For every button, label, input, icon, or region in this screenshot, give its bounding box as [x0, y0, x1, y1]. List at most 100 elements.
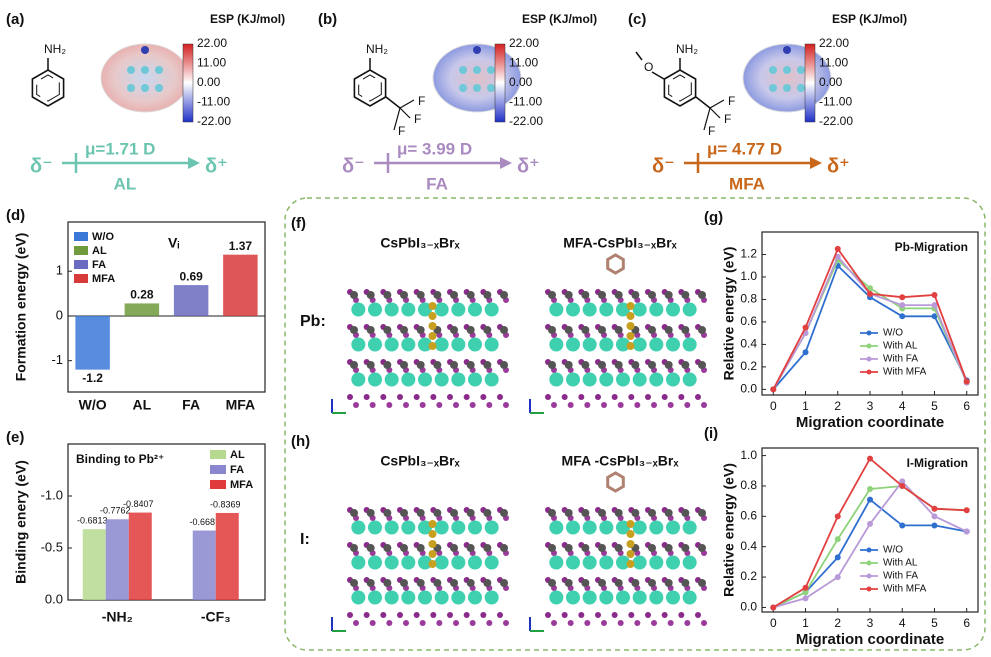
cesium [368, 337, 382, 352]
atom [797, 84, 805, 92]
lead [598, 291, 606, 299]
cesium [682, 520, 697, 535]
lead [466, 326, 475, 334]
legend-marker [866, 586, 872, 592]
iodide [584, 402, 591, 408]
lead [400, 509, 408, 517]
cesium [566, 302, 580, 317]
cesium [468, 590, 482, 605]
colorbar-tick-label: 11.00 [197, 56, 226, 70]
point [899, 522, 906, 529]
cesium [351, 520, 366, 535]
iodide [601, 402, 607, 408]
cesium [616, 372, 630, 387]
iodide [684, 620, 691, 626]
plot-frame [67, 221, 266, 393]
legend-label: AL [92, 245, 107, 257]
point [963, 378, 970, 385]
lead [698, 544, 706, 552]
iodide [386, 620, 393, 626]
lead [631, 579, 640, 587]
point [834, 245, 841, 252]
lead [664, 509, 673, 517]
point [867, 455, 873, 462]
lead [631, 291, 640, 299]
y-tick-label: 0.4 [740, 337, 757, 351]
iodide [651, 620, 657, 626]
point [802, 324, 809, 331]
lead [350, 579, 358, 587]
y-tick-label: -0.5 [41, 539, 63, 554]
benzene-ring [353, 69, 387, 107]
cesium [418, 372, 432, 387]
legend-label: With AL [883, 341, 918, 352]
x-tick-label: 1 [802, 616, 809, 630]
atom [783, 66, 791, 74]
iodide [369, 402, 376, 408]
lead [648, 579, 656, 587]
cesium [682, 590, 697, 605]
iodide [551, 402, 557, 408]
lead [598, 509, 606, 517]
row-label: I: [300, 531, 310, 548]
y-axis-label: Relative energy (eV) [721, 247, 737, 381]
legend-marker [866, 560, 872, 566]
defect-atom [626, 312, 635, 320]
iodide [578, 394, 585, 400]
iodide [567, 620, 574, 626]
atom [141, 84, 149, 92]
lead [548, 579, 556, 587]
iodide [480, 612, 487, 618]
iodide [463, 394, 470, 400]
lead [466, 544, 475, 552]
cesium [649, 337, 664, 352]
atom [459, 66, 467, 74]
point [867, 285, 873, 292]
cesium [666, 520, 680, 535]
iodide [695, 394, 701, 400]
legend-label: With MFA [883, 584, 927, 595]
defect-atom [626, 540, 635, 548]
atom [473, 66, 481, 74]
cesium [401, 372, 416, 387]
lead [416, 509, 425, 517]
bar [173, 285, 209, 316]
lead [564, 579, 573, 587]
lead [400, 291, 408, 299]
lead [366, 509, 375, 517]
panel-label: (b) [318, 11, 337, 28]
panel-label: (h) [291, 433, 310, 450]
series-line [772, 247, 968, 390]
cesium [649, 520, 664, 535]
iodide [403, 620, 409, 626]
lead [681, 326, 690, 334]
cesium [484, 555, 499, 570]
lead [648, 291, 656, 299]
iodide [397, 394, 403, 400]
iodide [419, 402, 426, 408]
cesium [368, 302, 382, 317]
cesium [599, 555, 614, 570]
bar [82, 529, 106, 600]
annotation: Binding to Pb²⁺ [76, 452, 164, 466]
cesium [434, 302, 449, 317]
lead [614, 579, 623, 587]
bond [709, 107, 721, 119]
iodide [584, 620, 591, 626]
iodide [503, 402, 509, 408]
cesium [599, 372, 614, 387]
dipole-minus: δ⁻ [342, 155, 365, 177]
cesium [401, 555, 416, 570]
lead [400, 326, 408, 334]
colorbar-tick-label: 0.00 [509, 75, 533, 89]
point [899, 313, 906, 320]
legend-swatch [74, 246, 88, 255]
bond [385, 96, 401, 109]
atom [473, 84, 481, 92]
cesium [682, 372, 697, 387]
colorbar-tick-label: -11.00 [819, 95, 852, 109]
lead [581, 291, 590, 299]
lead [681, 544, 690, 552]
iodide [645, 612, 651, 618]
cesium [401, 520, 416, 535]
